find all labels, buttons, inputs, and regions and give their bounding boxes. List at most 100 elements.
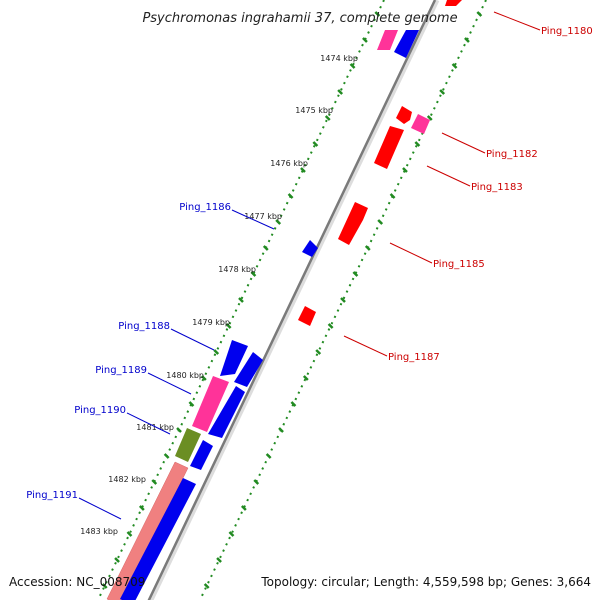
ruler-tick xyxy=(200,375,207,381)
ruler-tick xyxy=(163,453,170,459)
gene-ping-1185[interactable] xyxy=(338,202,368,245)
gene-ping-1186[interactable] xyxy=(302,240,318,257)
ruler-tick xyxy=(464,37,470,43)
ruler-tick xyxy=(324,115,331,121)
gene-ping-1183[interactable] xyxy=(374,126,404,169)
ruler-tick xyxy=(315,349,322,355)
ruler-label: 1475 kbp xyxy=(295,106,333,115)
leader-line-ping-1183 xyxy=(426,165,471,187)
gene-ping-1190[interactable] xyxy=(175,428,201,462)
ruler-tick xyxy=(389,193,396,199)
ruler-tick xyxy=(265,453,272,459)
ruler-tick xyxy=(228,531,235,537)
ruler-label: 1478 kbp xyxy=(218,265,256,274)
ruler-label: 1479 kbp xyxy=(192,318,230,327)
leader-line-ping-1190 xyxy=(126,412,171,435)
ruler-tick xyxy=(377,219,384,225)
gene-label-ping-1186[interactable]: Ping_1186 xyxy=(179,202,231,213)
ruler-tick xyxy=(188,401,195,407)
ruler-tick xyxy=(362,37,368,43)
ruler-label: 1476 kbp xyxy=(270,159,308,168)
gene-label-ping-1180[interactable]: Ping_1180 xyxy=(541,26,593,37)
gene-ping-1189[interactable] xyxy=(192,376,229,432)
ruler-tick xyxy=(216,557,222,563)
ruler-tick xyxy=(203,583,210,589)
ruler-tick xyxy=(476,11,483,17)
gene-label-ping-1190[interactable]: Ping_1190 xyxy=(74,405,126,416)
leader-line-ping-1180 xyxy=(493,11,541,31)
ruler-tick xyxy=(238,297,244,303)
gene-label-ping-1182[interactable]: Ping_1182 xyxy=(486,149,538,160)
outer-dotted-track xyxy=(199,0,487,600)
backbone-shadow xyxy=(148,0,440,600)
ruler-label: 1480 kbp xyxy=(166,371,204,380)
region-feature xyxy=(106,461,189,600)
gene-ping-1191[interactable] xyxy=(120,478,196,600)
ruler-tick xyxy=(290,401,297,407)
leader-line-ping-1187 xyxy=(343,335,388,357)
ruler-tick xyxy=(302,375,309,381)
ruler-tick xyxy=(451,63,458,69)
ruler-tick xyxy=(300,167,306,173)
ruler-tick xyxy=(250,271,257,277)
ruler-tick xyxy=(176,427,182,433)
ruler-tick xyxy=(349,63,356,69)
gene-label-ping-1183[interactable]: Ping_1183 xyxy=(471,182,523,193)
gene-ping-1182[interactable] xyxy=(411,114,430,134)
ruler-tick xyxy=(439,89,446,95)
ruler-tick xyxy=(340,297,346,303)
ruler-tick xyxy=(240,505,247,511)
ruler-tick xyxy=(278,427,284,433)
inner-dotted-track xyxy=(97,0,385,600)
gene-ping-1190b[interactable] xyxy=(190,440,213,470)
gene-label-ping-1188[interactable]: Ping_1188 xyxy=(118,321,170,332)
accession-text: Accession: NC_008709 xyxy=(9,575,145,589)
ruler-tick xyxy=(275,219,282,225)
ruler-tick xyxy=(126,531,133,537)
gene-ping-1188[interactable] xyxy=(220,340,248,376)
gene-label-ping-1187[interactable]: Ping_1187 xyxy=(388,352,440,363)
ruler-tick xyxy=(426,115,433,121)
gene-ping-1188b[interactable] xyxy=(234,352,263,387)
genome-title: Psychromonas ingrahamii 37, complete gen… xyxy=(142,11,457,26)
ruler-tick xyxy=(101,583,108,589)
ruler-tick xyxy=(337,89,344,95)
gene-ping-1179b[interactable] xyxy=(394,30,419,58)
ruler-tick xyxy=(151,479,158,485)
gene-ping-1189b[interactable] xyxy=(208,386,245,438)
leader-line-ping-1188 xyxy=(170,328,215,351)
backbone xyxy=(147,0,437,600)
ruler-tick xyxy=(414,141,421,147)
ruler-label: 1481 kbp xyxy=(136,423,174,432)
ruler-tick xyxy=(262,245,269,251)
ruler-tick xyxy=(327,323,334,329)
leader-line-ping-1189 xyxy=(147,372,192,395)
ruler-label: 1482 kbp xyxy=(108,475,146,484)
ruler-tick xyxy=(213,349,220,355)
gene-label-ping-1189[interactable]: Ping_1189 xyxy=(95,365,147,376)
ruler-tick xyxy=(312,141,319,147)
ruler-label: 1483 kbp xyxy=(80,527,118,536)
gene-ping-1181[interactable] xyxy=(396,106,412,124)
ruler-tick xyxy=(225,323,232,329)
ruler-tick xyxy=(402,167,408,173)
leader-line-ping-1182 xyxy=(441,132,486,154)
leader-line-ping-1186 xyxy=(231,209,275,230)
ruler-tick xyxy=(253,479,260,485)
ruler-tick xyxy=(352,271,359,277)
gene-ping-1180[interactable] xyxy=(445,0,462,6)
ruler-tick xyxy=(364,245,371,251)
gene-label-ping-1191[interactable]: Ping_1191 xyxy=(26,490,78,501)
gene-ping-1179[interactable] xyxy=(377,30,398,50)
ruler-tick xyxy=(138,505,145,511)
gene-ping-1187[interactable] xyxy=(298,306,316,326)
ruler-tick xyxy=(114,557,120,563)
ruler-tick xyxy=(287,193,294,199)
gene-label-ping-1185[interactable]: Ping_1185 xyxy=(433,259,485,270)
ruler-label: 1477 kbp xyxy=(244,212,282,221)
topology-summary: Topology: circular; Length: 4,559,598 bp… xyxy=(260,575,591,589)
leader-line-ping-1185 xyxy=(389,242,433,264)
ruler-tick xyxy=(374,11,381,17)
ruler-label: 1474 kbp xyxy=(320,54,358,63)
